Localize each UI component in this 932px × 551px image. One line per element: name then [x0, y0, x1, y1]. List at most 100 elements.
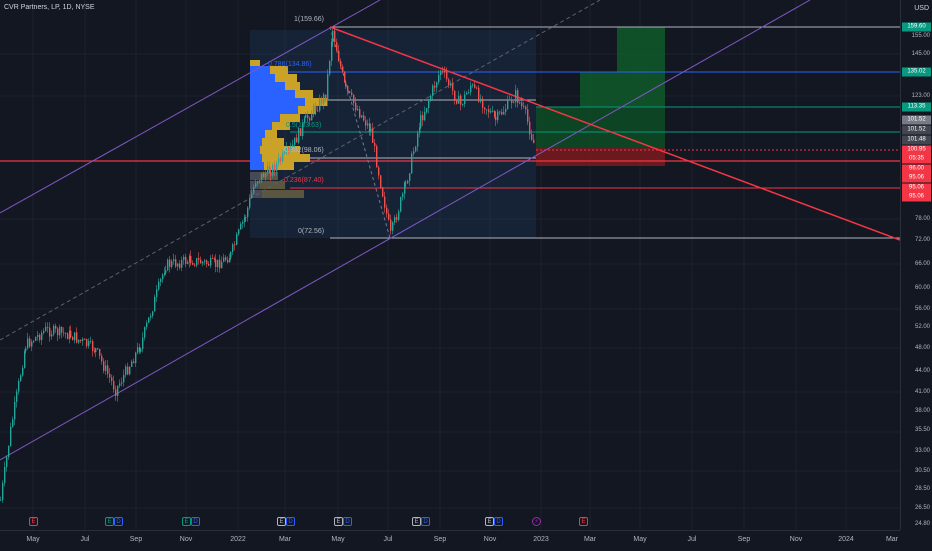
split-event-icon[interactable]: ⚡ — [532, 517, 541, 526]
price-tag: 135.02 — [902, 67, 931, 77]
long-target-zone-mid[interactable] — [580, 72, 665, 107]
candle-body — [269, 166, 271, 174]
candle-body — [460, 95, 462, 105]
price-tick: 38.00 — [914, 408, 930, 414]
candle-body — [232, 244, 234, 252]
candle-body — [259, 180, 261, 182]
candle-body — [338, 50, 340, 62]
price-tag: 95.06 — [902, 173, 931, 183]
candle-body — [533, 139, 535, 144]
candle-body — [51, 334, 53, 337]
candle-body — [198, 258, 200, 260]
candle-body — [53, 325, 55, 335]
time-tick: Sep — [737, 536, 751, 543]
level-lines[interactable] — [0, 26, 900, 239]
candle-body — [404, 182, 406, 194]
candle-body — [484, 107, 486, 110]
candle-body — [12, 419, 14, 427]
dividend-event-icon[interactable]: D — [191, 517, 200, 526]
earnings-event-icon[interactable]: E — [579, 517, 588, 526]
candle-body — [142, 337, 144, 349]
candle-body — [490, 111, 492, 113]
candle-body — [177, 263, 179, 267]
candle-body — [470, 85, 472, 93]
long-target-zone-upper[interactable] — [617, 27, 665, 72]
candle-body — [394, 217, 396, 223]
candle-body — [430, 95, 432, 101]
candle-body — [482, 98, 484, 108]
earnings-event-icon[interactable]: E — [485, 517, 494, 526]
candle-body — [146, 322, 148, 328]
event-label: E — [336, 519, 341, 525]
candle-body — [444, 71, 446, 73]
candle-body — [446, 72, 448, 80]
candle-body — [238, 229, 240, 235]
stop-zone[interactable] — [536, 148, 665, 166]
price-scale[interactable]: USD 155.00 145.00 123.00 78.00 72.00 66.… — [900, 0, 932, 530]
earnings-event-icon[interactable]: E — [334, 517, 343, 526]
dividend-event-icon[interactable]: D — [421, 517, 430, 526]
dividend-event-icon[interactable]: D — [286, 517, 295, 526]
chart-canvas[interactable] — [0, 0, 900, 530]
parallel-channel[interactable] — [0, 0, 811, 461]
dividend-event-icon[interactable]: D — [494, 517, 503, 526]
candle-body — [107, 365, 109, 374]
candle-body — [505, 109, 507, 112]
candle-body — [503, 111, 505, 115]
candle-body — [296, 137, 298, 143]
candle-body — [49, 327, 51, 337]
descending-trendline[interactable] — [329, 26, 900, 241]
earnings-event-icon[interactable]: E — [182, 517, 191, 526]
candle-body — [334, 30, 336, 43]
candle-body — [152, 311, 154, 316]
candle-body — [365, 120, 367, 126]
time-tick: 2023 — [533, 536, 549, 543]
candle-body — [355, 102, 357, 111]
candle-body — [129, 366, 131, 375]
candle-body — [185, 256, 187, 264]
candle-body — [173, 259, 175, 262]
earnings-event-icon[interactable]: E — [412, 517, 421, 526]
chart-area[interactable]: CVR Partners, LP, 1D, NYSE 1(159.66) 0.7… — [0, 0, 900, 530]
candle-body — [221, 261, 223, 269]
candle-body — [357, 109, 359, 111]
event-label: E — [31, 519, 36, 525]
time-tick: Jul — [80, 536, 90, 543]
fib-retracement-zone[interactable] — [250, 30, 536, 238]
earnings-event-icon[interactable]: E — [29, 517, 38, 526]
earnings-event-icon[interactable]: E — [277, 517, 286, 526]
candle-body — [121, 382, 123, 384]
candle-body — [428, 100, 430, 109]
candle-body — [183, 256, 185, 260]
candle-body — [164, 272, 166, 275]
volume-profile[interactable] — [250, 60, 327, 198]
candle-body — [240, 223, 242, 230]
fib-label-1: 1(159.66) — [294, 16, 324, 23]
price-tick: 123.00 — [911, 93, 930, 99]
time-scale[interactable]: May Jul Sep Nov 2022 Mar May Jul Sep Nov… — [0, 530, 900, 551]
candle-body — [309, 118, 311, 121]
price-tick: 56.00 — [914, 306, 930, 312]
dividend-event-icon[interactable]: D — [114, 517, 123, 526]
candle-body — [284, 151, 286, 154]
candle-body — [480, 98, 482, 102]
earnings-event-icon[interactable]: E — [105, 517, 114, 526]
candle-body — [97, 348, 99, 350]
candle-body — [274, 164, 276, 171]
candle-body — [0, 499, 2, 501]
candle-body — [229, 257, 231, 263]
event-label: E — [184, 519, 189, 525]
candle-body — [474, 84, 476, 88]
candle-body — [280, 158, 282, 162]
candle-body — [154, 296, 156, 312]
price-tag: 95.06 — [902, 183, 931, 193]
candle-body — [236, 234, 238, 245]
candle-body — [398, 211, 400, 220]
candlestick-series[interactable] — [0, 25, 535, 503]
candle-body — [440, 70, 442, 76]
fib-label-0382: 0.382(98.06) — [284, 147, 324, 154]
price-tick: 145.00 — [911, 51, 930, 57]
candle-body — [175, 259, 177, 267]
dividend-event-icon[interactable]: D — [343, 517, 352, 526]
candle-body — [74, 332, 76, 341]
